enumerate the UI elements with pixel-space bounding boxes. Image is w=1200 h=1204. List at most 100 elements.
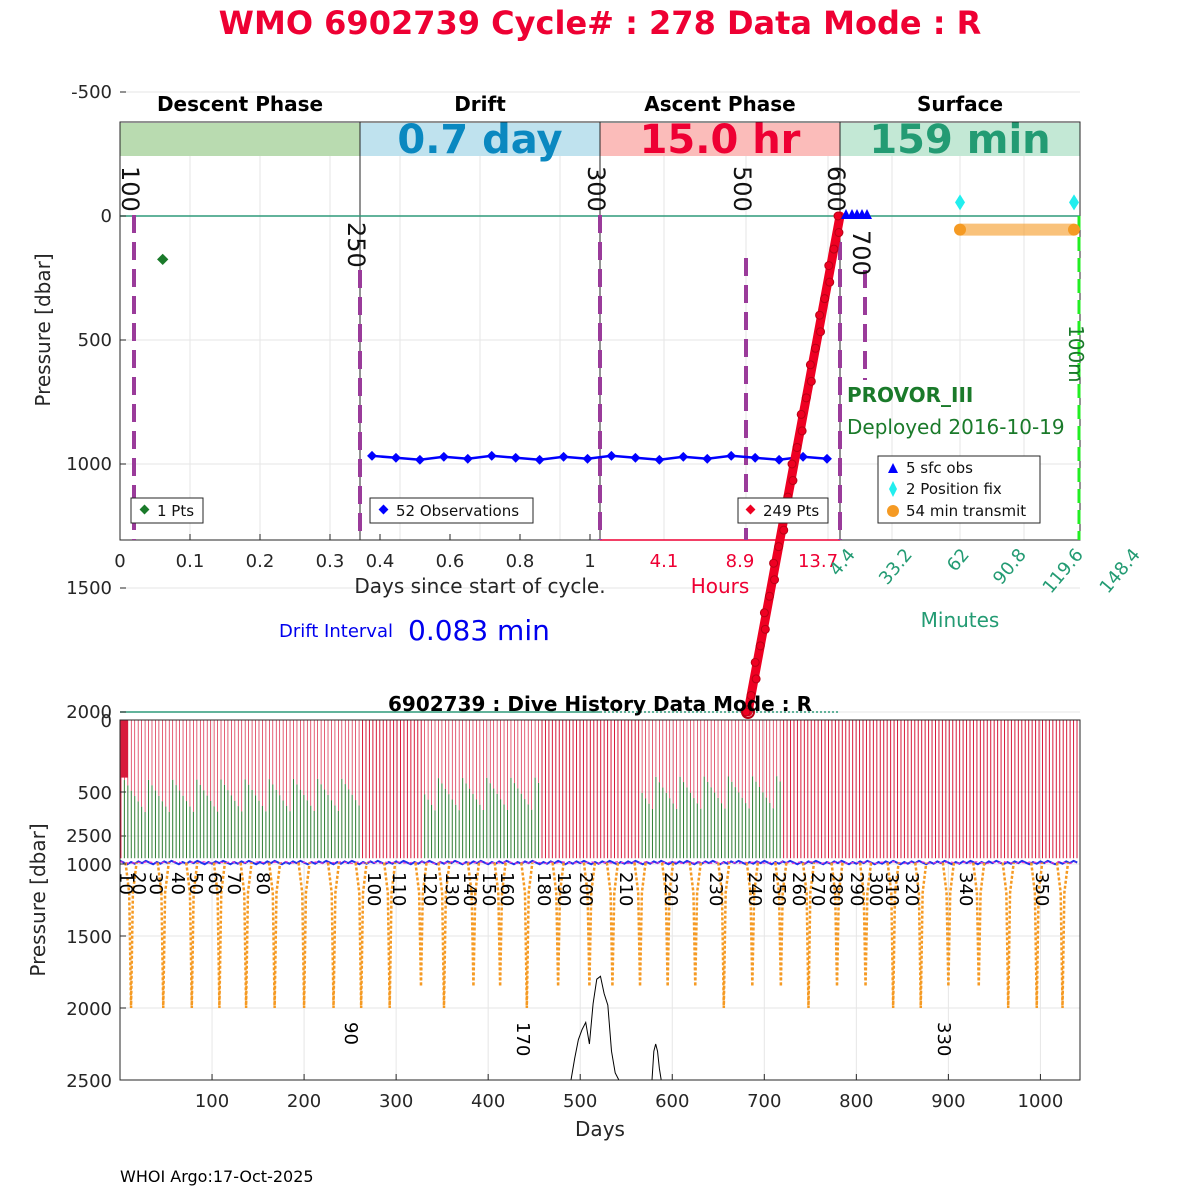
drift-point bbox=[750, 452, 761, 463]
surface-legend bbox=[877, 455, 1041, 524]
marker-code-250: 250 bbox=[342, 222, 370, 268]
phase-banner-1 bbox=[360, 123, 600, 156]
deep-profile-spike bbox=[267, 862, 282, 1009]
ascent-start-point bbox=[741, 705, 755, 719]
ascent-point bbox=[788, 476, 798, 486]
history-ytick-label: 2500 bbox=[66, 1071, 112, 1092]
hours-tick-label: 8.9 bbox=[726, 551, 755, 572]
hours-tick-label: 4.1 bbox=[650, 551, 679, 572]
cycle-label-100: 100 bbox=[363, 872, 384, 906]
drift-point bbox=[390, 452, 401, 463]
ascent-point bbox=[824, 261, 834, 271]
marker-code-700: 700 bbox=[847, 230, 875, 276]
profile-ytick-label: 2500 bbox=[66, 826, 112, 847]
history-xtick-label: 800 bbox=[839, 1091, 873, 1112]
cycle-label-180: 180 bbox=[533, 872, 554, 906]
cycle-label-50: 50 bbox=[185, 872, 206, 895]
drift-point bbox=[774, 454, 785, 465]
cycle-label-20: 20 bbox=[128, 872, 149, 895]
ascent-point bbox=[774, 542, 784, 552]
history-axes-box bbox=[119, 719, 1081, 1081]
deep-profile-spike bbox=[886, 862, 900, 1009]
drift-point bbox=[462, 453, 473, 464]
page-title: WMO 6902739 Cycle# : 278 Data Mode : R bbox=[219, 4, 982, 42]
drift-point bbox=[822, 453, 832, 464]
cycle-label-30: 30 bbox=[145, 872, 166, 895]
cycle-label-40: 40 bbox=[167, 872, 188, 895]
cycle-label-140: 140 bbox=[459, 872, 480, 906]
phase-title-2: Ascent Phase bbox=[644, 92, 795, 116]
deep-profile-spike bbox=[660, 862, 675, 987]
surface-legend-text-0: 5 sfc obs bbox=[906, 459, 973, 477]
deep-profile-spike bbox=[1029, 862, 1044, 1009]
deep-profile-spike bbox=[914, 862, 928, 1009]
profile-ytick-label: 500 bbox=[78, 330, 112, 351]
cycle-label-150: 150 bbox=[478, 872, 499, 906]
ascent-point bbox=[770, 575, 780, 585]
deep-profile-spike bbox=[582, 862, 597, 987]
cycle-label-200: 200 bbox=[575, 872, 596, 906]
profile-ytick-label: 0 bbox=[101, 206, 112, 227]
cycle-label-80: 80 bbox=[252, 872, 273, 895]
deep-profile-spike bbox=[633, 862, 647, 987]
position-fix bbox=[1069, 194, 1079, 211]
history-xtick-label: 500 bbox=[563, 1091, 597, 1112]
ascent-point bbox=[787, 459, 797, 469]
deep-profile-spike bbox=[941, 862, 956, 987]
float-model: PROVOR_III bbox=[847, 383, 973, 407]
history-ytick-label: 1500 bbox=[66, 927, 112, 948]
drift-point bbox=[414, 454, 425, 465]
cycle-label-220: 220 bbox=[660, 872, 681, 906]
ascent-point bbox=[779, 525, 789, 535]
ascent-point bbox=[792, 442, 802, 452]
profile-ytick-label: 1500 bbox=[66, 578, 112, 599]
descent-legend-marker bbox=[139, 504, 150, 515]
history-ytick-label: 2000 bbox=[66, 999, 112, 1020]
history-xtick-label: 600 bbox=[655, 1091, 689, 1112]
drift-legend bbox=[369, 497, 534, 524]
ascent-point bbox=[760, 624, 770, 634]
cycle-label-190: 190 bbox=[553, 872, 574, 906]
days-tick-label: 0 bbox=[114, 551, 125, 572]
cycle-label-90: 90 bbox=[340, 1022, 361, 1045]
deep-profile-spike bbox=[185, 862, 199, 1009]
ascent-point bbox=[833, 211, 843, 221]
deep-profile-spike bbox=[466, 862, 481, 987]
history-xtick-label: 700 bbox=[747, 1091, 781, 1112]
cycle-label-270: 270 bbox=[807, 872, 828, 906]
ascent-point bbox=[796, 409, 806, 419]
ascent-point bbox=[815, 310, 825, 320]
marker-code-100: 100 bbox=[116, 166, 144, 212]
phase-title-1: Drift bbox=[454, 92, 506, 116]
drift-point bbox=[510, 452, 521, 463]
history-xtick-label: 400 bbox=[471, 1091, 505, 1112]
phase-title-0: Descent Phase bbox=[157, 92, 323, 116]
drift-point bbox=[582, 453, 593, 464]
phase-duration-3: 159 min bbox=[869, 117, 1050, 163]
early-dense-block bbox=[120, 720, 128, 778]
surface-legend-obs-marker bbox=[888, 463, 898, 473]
drift-point bbox=[558, 451, 569, 462]
profile-y-axis-label: Pressure [dbar] bbox=[31, 253, 55, 406]
cycle-label-300: 300 bbox=[865, 872, 886, 906]
days-tick-label: 0.1 bbox=[176, 551, 205, 572]
phase-title-3: Surface bbox=[917, 92, 1003, 116]
cycle-label-340: 340 bbox=[955, 872, 976, 906]
drift-point bbox=[678, 451, 689, 462]
history-xtick-label: 200 bbox=[287, 1091, 321, 1112]
marker-code-500: 500 bbox=[728, 166, 756, 212]
cycle-label-250: 250 bbox=[768, 872, 789, 906]
cycle-lines bbox=[120, 720, 1078, 859]
ascent-point bbox=[746, 690, 756, 700]
deep-profile-spike bbox=[382, 862, 397, 1009]
history-x-axis-label: Days bbox=[575, 1117, 625, 1141]
days-tick-label: 1 bbox=[584, 551, 595, 572]
drift-point bbox=[534, 454, 545, 465]
history-xtick-label: 300 bbox=[379, 1091, 413, 1112]
deep-profile-spike bbox=[326, 862, 341, 1009]
ascent-point bbox=[750, 657, 760, 667]
drift-point bbox=[630, 452, 641, 463]
descent-legend-text: 1 Pts bbox=[157, 502, 194, 520]
